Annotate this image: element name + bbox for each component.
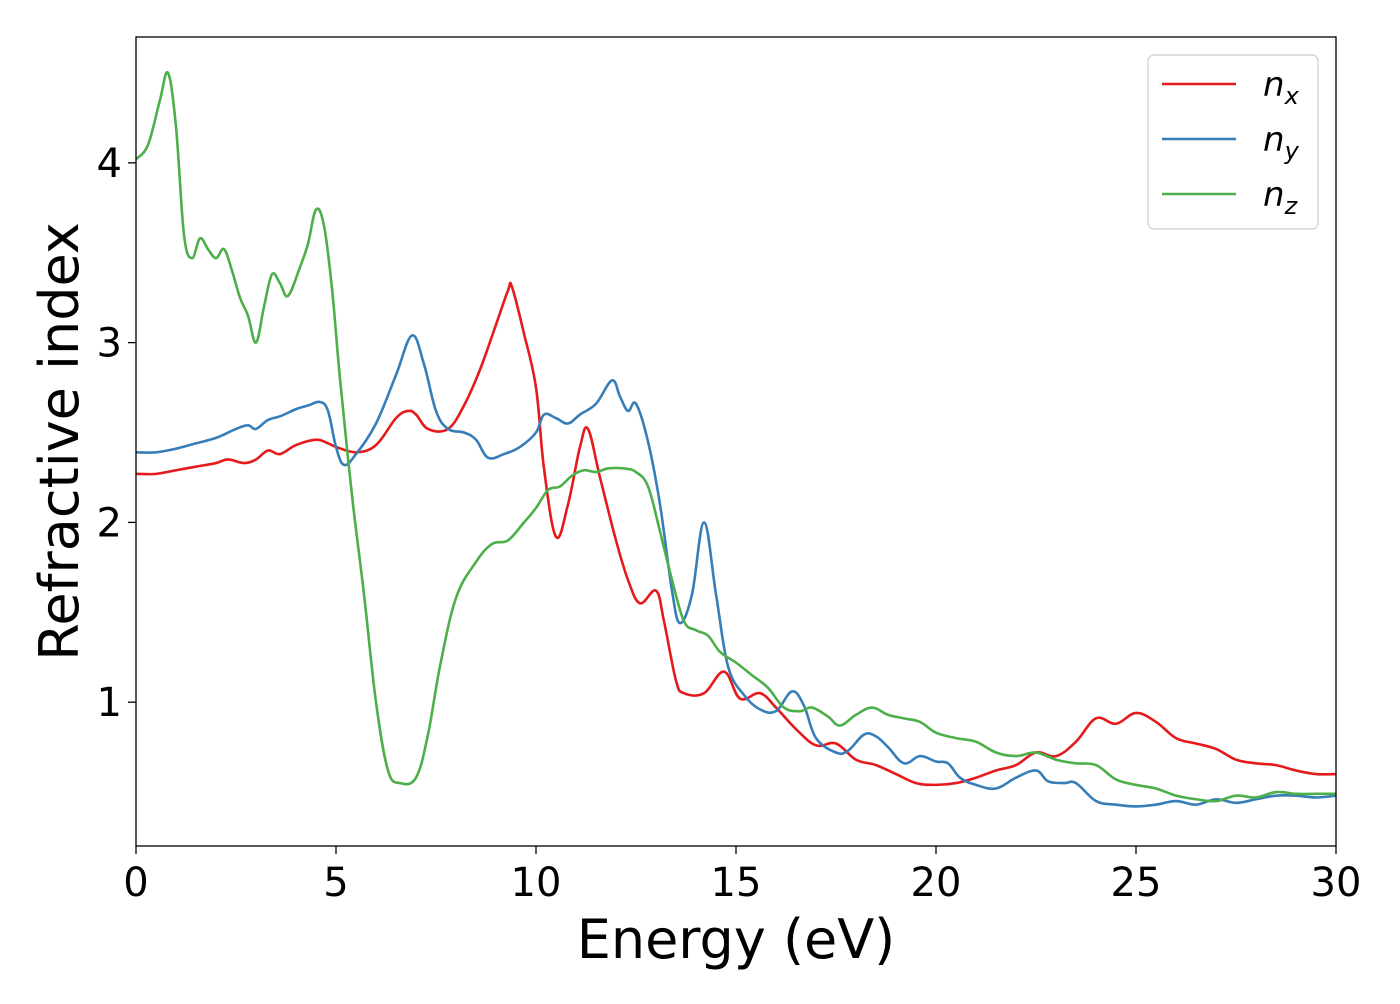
x-tick-label: 25: [1111, 860, 1162, 906]
x-tick-label: 20: [911, 860, 962, 906]
legend-label-y: ny: [1263, 120, 1300, 165]
y-tick-label: 4: [97, 141, 122, 187]
legend-label-base: n: [1263, 65, 1285, 105]
legend-label-base: n: [1263, 175, 1285, 215]
series-line-n-z: [136, 70, 1336, 803]
x-tick-label: 10: [511, 860, 562, 906]
series-line-n-y: [136, 334, 1336, 808]
x-tick-label: 5: [323, 860, 348, 906]
x-tick-label: 30: [1311, 860, 1362, 906]
y-tick-label: 2: [97, 500, 122, 546]
legend-label-subscript: x: [1284, 82, 1300, 110]
legend-label-base: n: [1263, 120, 1285, 160]
y-axis-title: Refractive index: [28, 222, 91, 661]
legend-label-z: nz: [1263, 175, 1299, 220]
y-tick-label: 1: [97, 680, 122, 726]
legend-label-subscript: y: [1284, 137, 1300, 165]
legend-label-subscript: z: [1284, 192, 1299, 220]
x-tick-label: 0: [123, 860, 148, 906]
series-layer: [136, 70, 1336, 808]
x-axis-title: Energy (eV): [577, 908, 896, 971]
legend-label-x: nx: [1263, 65, 1300, 110]
series-line-n-x: [136, 281, 1336, 787]
ticks-layer: 0 5 10 15 20 25 30 1 2 3 4: [97, 141, 1362, 906]
x-tick-label: 15: [711, 860, 762, 906]
legend-box: [1147, 54, 1319, 230]
y-tick-label: 3: [97, 321, 122, 367]
